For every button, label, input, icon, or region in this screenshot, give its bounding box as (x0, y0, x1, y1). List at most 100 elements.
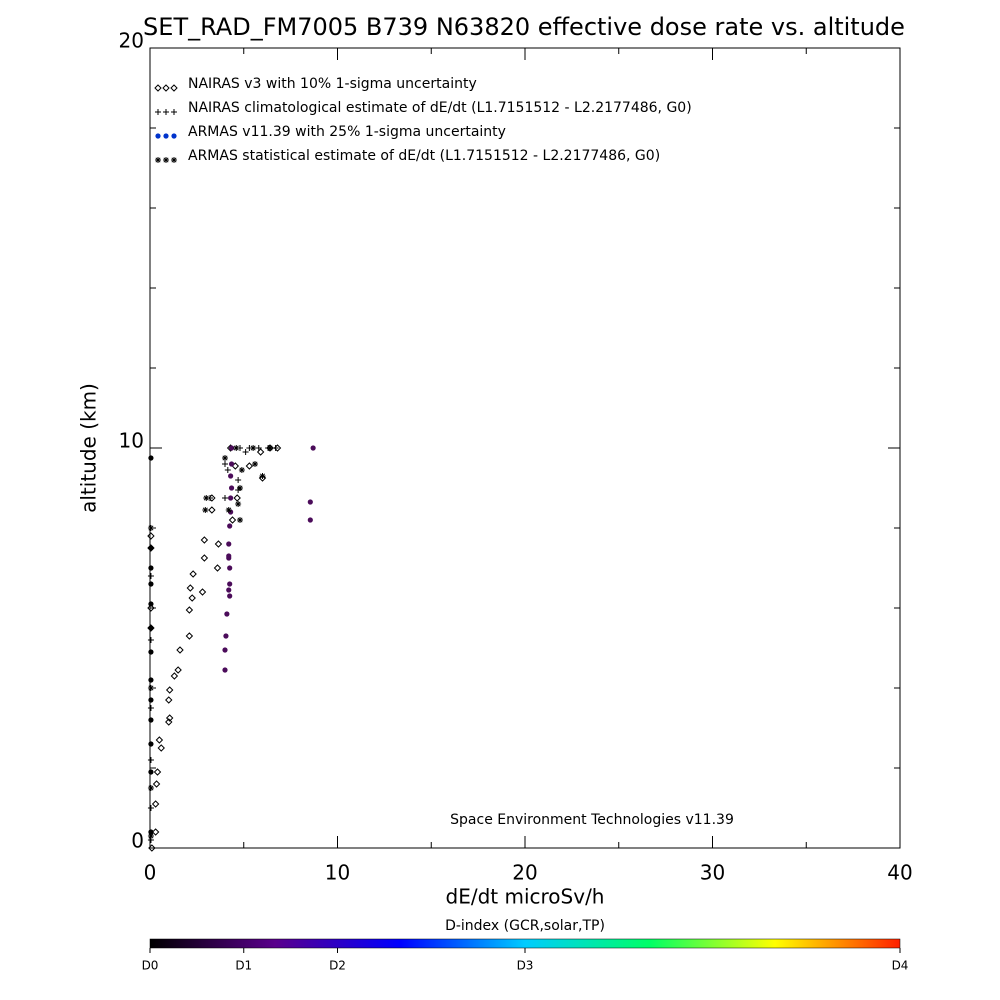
point (222, 461, 228, 467)
legend-label: NAIRAS v3 with 10% 1-sigma uncertainty (188, 76, 477, 92)
legend-marker (154, 84, 162, 92)
point (151, 828, 160, 836)
colorbar-tick-label: D0 (142, 959, 159, 973)
point (213, 564, 222, 572)
point (227, 593, 233, 599)
point (147, 573, 154, 579)
point (228, 461, 235, 467)
point (224, 611, 230, 617)
point (148, 455, 154, 461)
x-tick-label: 0 (144, 861, 157, 885)
legend-marker (155, 157, 161, 163)
legend-label: ARMAS statistical estimate of dE/dt (L1.… (188, 148, 660, 164)
legend-marker (162, 84, 170, 92)
x-axis-label: dE/dt microSv/h (446, 885, 605, 909)
point (165, 696, 173, 704)
legend-marker (171, 133, 177, 139)
point (148, 741, 154, 747)
point (245, 462, 254, 470)
legend-marker (163, 109, 169, 115)
point (228, 495, 234, 501)
x-tick-label: 10 (325, 861, 350, 885)
point (147, 757, 154, 763)
point (147, 833, 154, 839)
point (228, 473, 234, 479)
point (147, 525, 154, 531)
point (189, 570, 197, 578)
point (148, 565, 154, 571)
point (224, 467, 231, 473)
colorbar-tick-label: D1 (235, 959, 252, 973)
point (255, 445, 262, 451)
legend-label: ARMAS v11.39 with 25% 1-sigma uncertaint… (188, 124, 506, 140)
point (148, 844, 156, 852)
point (222, 495, 228, 501)
point (307, 499, 313, 505)
point (147, 805, 154, 811)
x-tick-label: 30 (700, 861, 725, 885)
point (228, 516, 237, 524)
point (165, 686, 174, 694)
point (223, 633, 229, 639)
annotation: Space Environment Technologies v11.39 (450, 812, 734, 828)
point (153, 768, 162, 776)
point (203, 495, 210, 501)
point (165, 718, 173, 726)
x-tick-label: 20 (512, 861, 537, 885)
point (228, 485, 235, 491)
point (148, 697, 154, 703)
point (235, 501, 242, 507)
colorbar-tick-label: D2 (329, 959, 346, 973)
point (227, 581, 233, 587)
point (170, 672, 179, 680)
point (185, 632, 194, 640)
y-tick-label: 20 (119, 29, 144, 53)
point (186, 584, 195, 592)
point (176, 646, 184, 654)
point (235, 477, 242, 483)
point (147, 785, 154, 791)
point (258, 474, 267, 482)
point (226, 541, 232, 547)
legend-marker (155, 133, 161, 139)
point (227, 523, 233, 529)
legend-marker (170, 84, 178, 92)
point (252, 461, 258, 467)
x-tick-label: 40 (887, 861, 912, 885)
point (310, 445, 316, 451)
point (272, 445, 279, 451)
colorbar-title: D-index (GCR,solar,TP) (445, 918, 605, 934)
point (151, 800, 160, 808)
y-tick-label: 10 (119, 429, 144, 453)
point (225, 507, 232, 513)
point (155, 736, 164, 744)
point (148, 581, 154, 587)
point (147, 532, 155, 540)
point (222, 667, 228, 673)
point (148, 677, 154, 683)
point (237, 517, 243, 523)
colorbar-tick-label: D4 (892, 959, 909, 973)
point (147, 637, 154, 643)
point (242, 449, 249, 455)
legend-marker (163, 133, 169, 139)
chart-title: SET_RAD_FM7005 B739 N63820 effective dos… (143, 13, 905, 41)
point (222, 455, 228, 461)
point (198, 588, 207, 596)
point (165, 714, 174, 722)
point (208, 506, 216, 514)
point (307, 517, 313, 523)
point (237, 485, 243, 491)
point (202, 507, 209, 513)
point (228, 445, 235, 451)
point (148, 545, 154, 551)
point (250, 445, 257, 451)
point (148, 829, 154, 835)
point (157, 744, 165, 752)
point (148, 769, 154, 775)
legend-label: NAIRAS climatological estimate of dE/dt … (188, 100, 692, 116)
point (267, 445, 273, 451)
point (147, 685, 154, 691)
point (152, 780, 161, 788)
